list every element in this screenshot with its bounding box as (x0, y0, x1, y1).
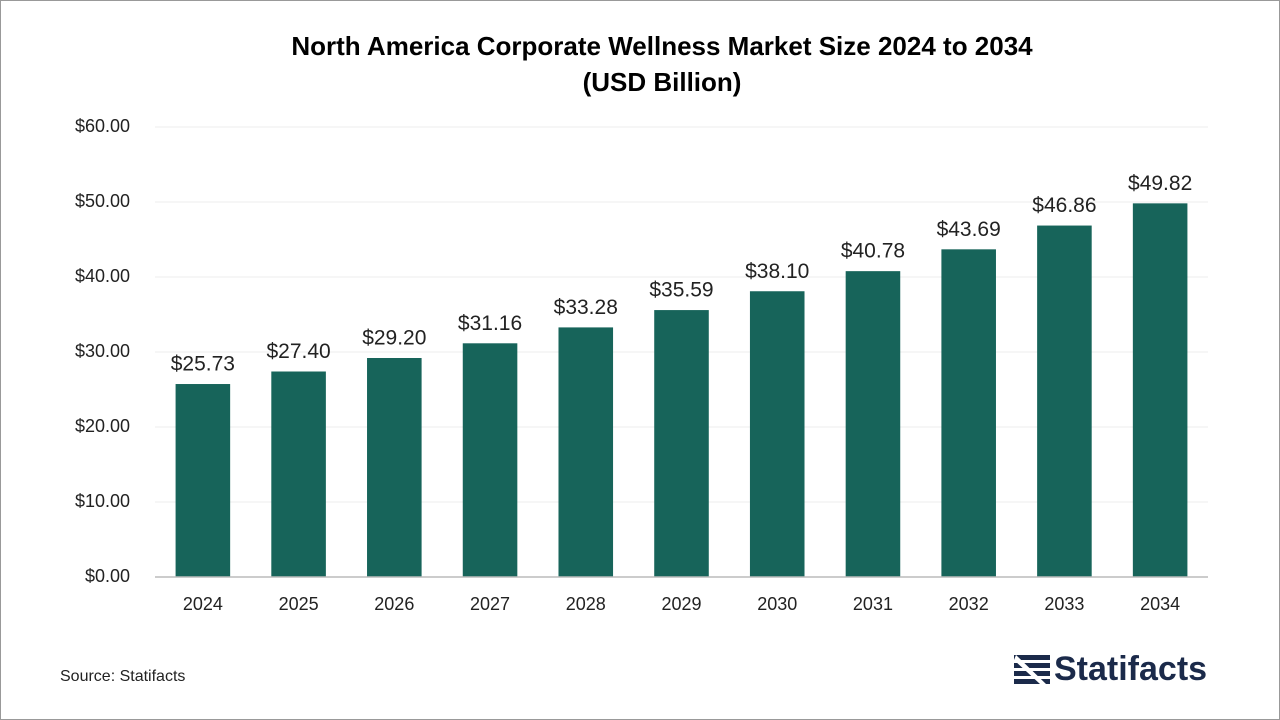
bar (654, 310, 709, 577)
bar (271, 371, 326, 577)
chart-title: North America Corporate Wellness Market … (291, 31, 1033, 61)
chart-title: (USD Billion) (583, 67, 742, 97)
value-label: $38.10 (745, 260, 809, 283)
x-tick-label: 2034 (1140, 594, 1180, 614)
y-tick-label: $40.00 (75, 266, 130, 286)
y-tick-label: $60.00 (75, 116, 130, 136)
value-label: $40.78 (841, 240, 905, 263)
y-tick-label: $30.00 (75, 341, 130, 361)
bar (558, 327, 614, 577)
bar (1037, 225, 1092, 578)
value-label: $35.59 (649, 279, 713, 302)
bar (1132, 203, 1188, 577)
value-label: $31.16 (458, 312, 522, 335)
x-tick-label: 2029 (661, 594, 701, 614)
bar (749, 291, 805, 577)
y-tick-label: $50.00 (75, 191, 130, 211)
value-label: $25.73 (171, 353, 235, 376)
x-tick-label: 2027 (470, 594, 510, 614)
y-tick-label: $10.00 (75, 491, 130, 511)
y-tick-label: $0.00 (85, 566, 130, 586)
bar (175, 384, 231, 577)
x-tick-label: 2028 (566, 594, 606, 614)
value-label: $46.86 (1032, 194, 1096, 217)
bar (462, 343, 518, 577)
logo: Statifacts (1054, 650, 1207, 688)
bar (367, 358, 422, 577)
value-label: $33.28 (554, 296, 618, 319)
x-tick-label: 2033 (1044, 594, 1084, 614)
x-tick-label: 2031 (853, 594, 893, 614)
value-label: $43.69 (937, 218, 1001, 241)
x-tick-label: 2030 (757, 594, 797, 614)
x-tick-label: 2032 (949, 594, 989, 614)
value-label: $29.20 (362, 327, 426, 350)
y-tick-label: $20.00 (75, 416, 130, 436)
bar (845, 271, 901, 577)
value-label: $27.40 (266, 340, 330, 363)
x-tick-label: 2025 (279, 594, 319, 614)
value-label: $49.82 (1128, 172, 1192, 195)
x-tick-label: 2026 (374, 594, 414, 614)
x-tick-label: 2024 (183, 594, 223, 614)
bar (941, 249, 996, 577)
logo-icon (1014, 655, 1050, 684)
source: Source: Statifacts (60, 668, 185, 685)
